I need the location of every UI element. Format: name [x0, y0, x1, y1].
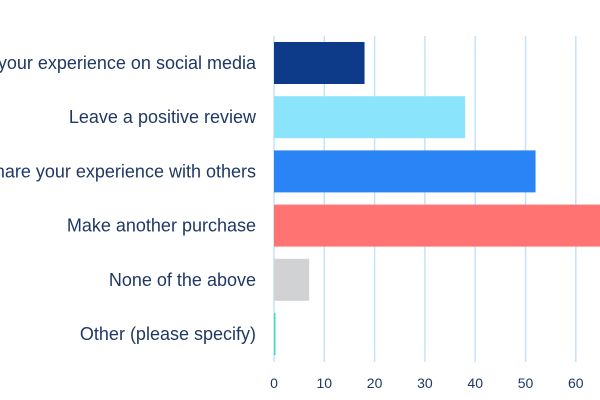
x-tick-label: 0	[270, 375, 278, 391]
category-label: None of the above	[109, 270, 256, 290]
category-label: Make another purchase	[67, 216, 256, 236]
category-label: Other (please specify)	[80, 324, 256, 344]
bar-1	[274, 96, 466, 139]
x-tick-label: 40	[467, 375, 483, 391]
bar-2	[274, 150, 536, 193]
x-tick-label: 30	[417, 375, 433, 391]
x-tick-label: 60	[568, 375, 584, 391]
category-label: Share your experience on social media	[0, 53, 257, 73]
category-label: Leave a positive review	[69, 107, 257, 127]
x-tick-labels: 0 10 20 30 40 50 60	[270, 375, 584, 391]
x-tick-label: 50	[518, 375, 534, 391]
category-label: Share your experience with others	[0, 161, 256, 181]
x-tick-label: 20	[367, 375, 383, 391]
bar-0	[274, 42, 365, 84]
category-labels: Share your experience on social media Lea…	[0, 53, 257, 344]
bar-3	[274, 204, 600, 247]
gridlines	[273, 36, 577, 362]
bar-4	[274, 258, 310, 301]
x-tick-label: 10	[317, 375, 333, 391]
bar-5	[274, 313, 276, 355]
bars	[274, 42, 600, 355]
